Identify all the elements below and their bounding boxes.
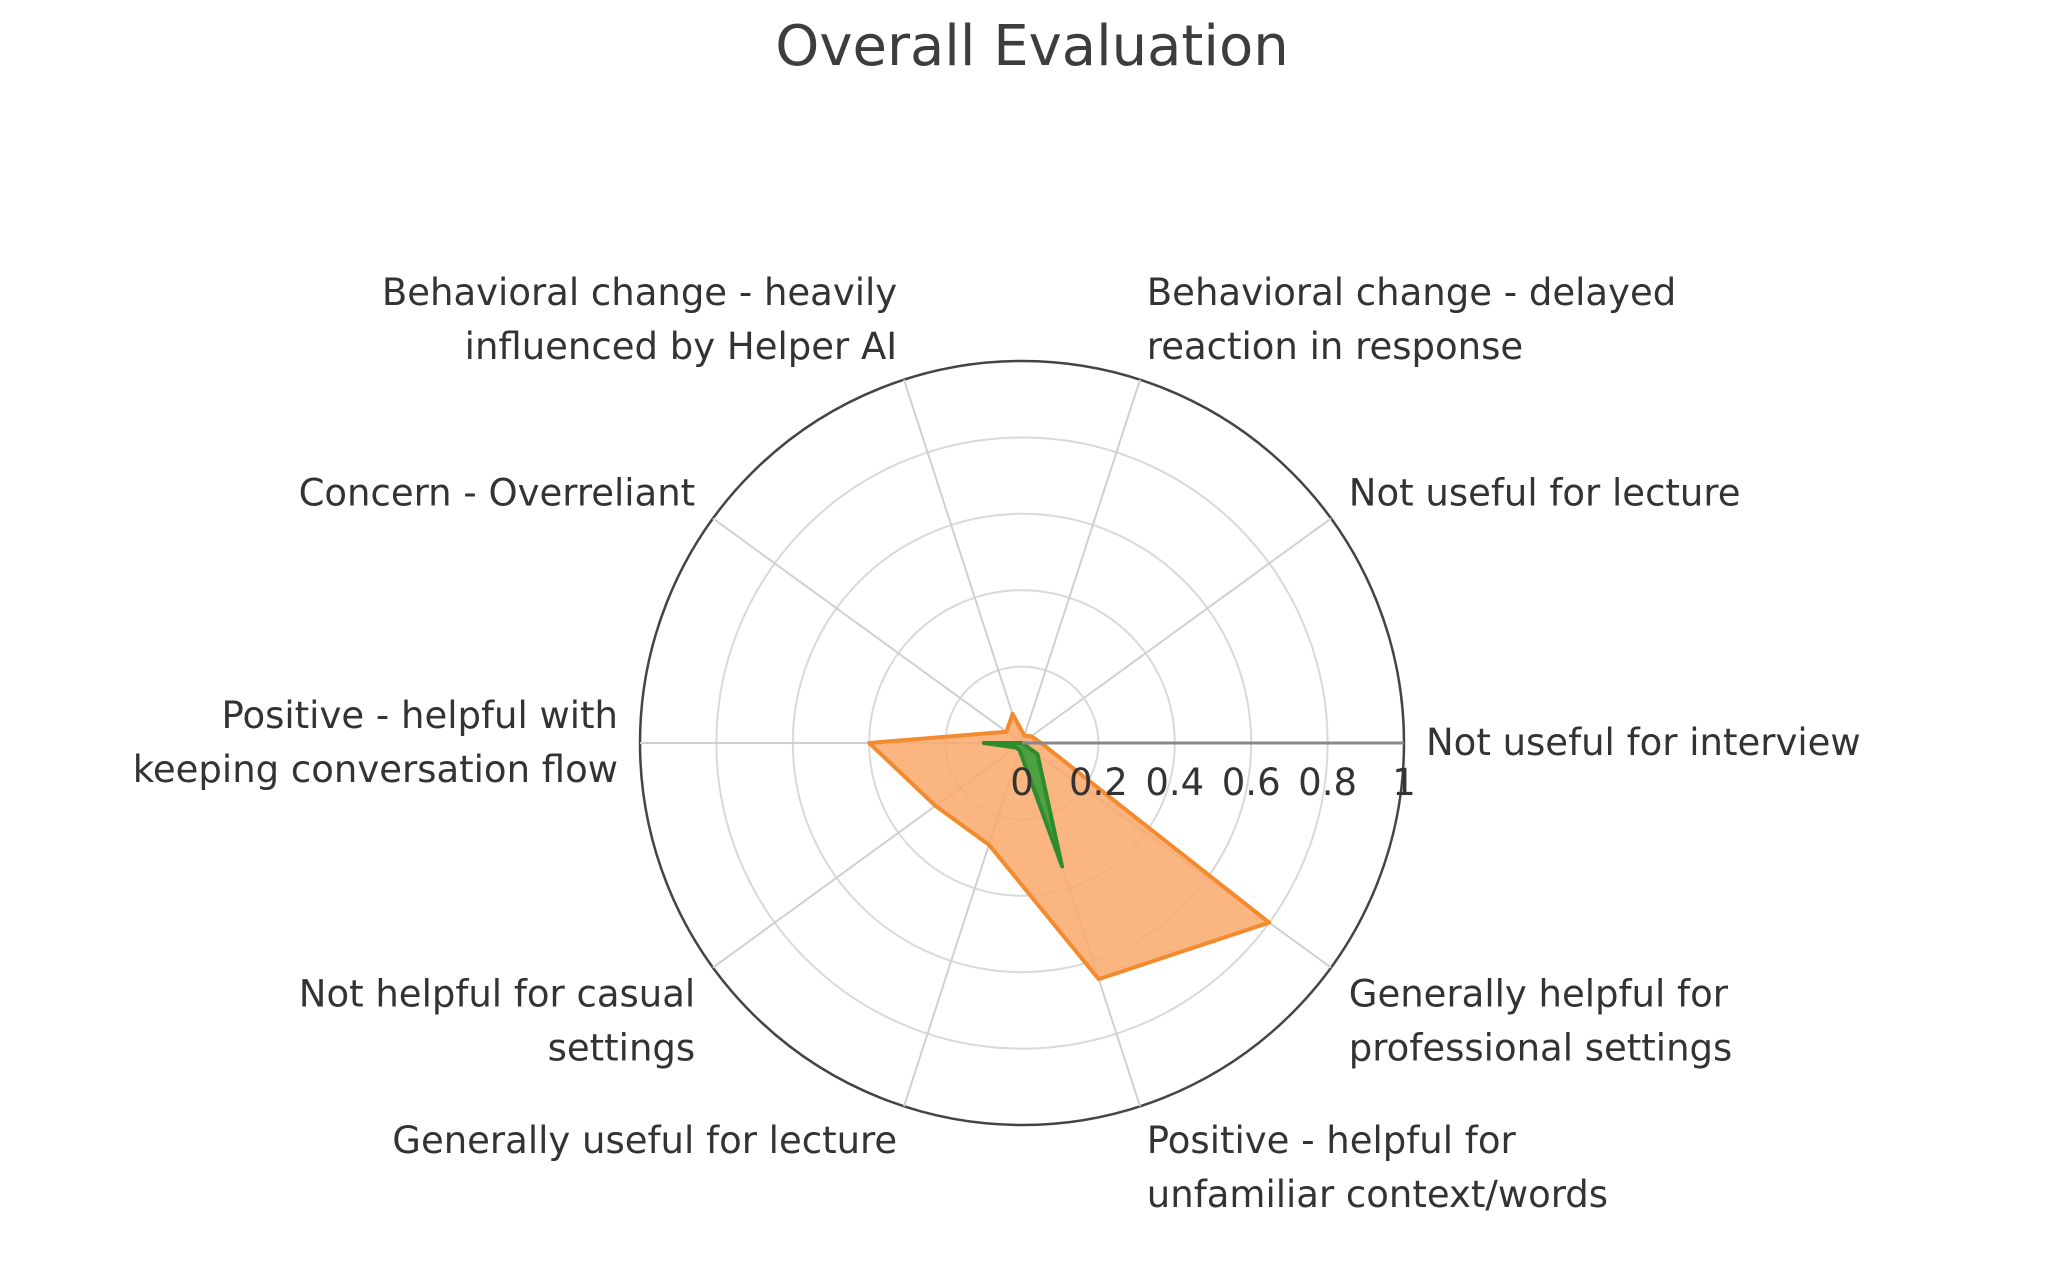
- axis-layer: 0 0.2 0.4 0.6 0.8 1: [1010, 741, 1416, 804]
- category-label-10: Generally helpful for professional settin…: [1349, 973, 1733, 1070]
- category-label-6: Positive - helpful with keeping conversat…: [133, 694, 618, 791]
- series-1-point-10: [1267, 921, 1271, 925]
- series-2-point-8: [1018, 748, 1022, 752]
- series-2-point-9: [1060, 865, 1064, 868]
- category-label-3-line-2: reaction in response: [1147, 325, 1523, 368]
- series-1-point-7: [934, 804, 937, 808]
- spoke-4: [903, 379, 1023, 744]
- category-label-1-line-1: Not useful for interview: [1426, 721, 1861, 764]
- category-label-1: Not useful for interview: [1426, 721, 1861, 764]
- radial-tick-label-6: 1: [1392, 761, 1416, 804]
- label-layer: Not useful for interview Not useful for l…: [133, 271, 1861, 1216]
- category-label-4-line-2: influenced by Helper AI: [465, 325, 898, 368]
- category-label-5: Concern - Overreliant: [299, 472, 696, 515]
- series-1-point-8: [987, 843, 991, 847]
- category-label-7-line-1: Not helpful for casual: [299, 973, 695, 1016]
- radial-tick-label-2: 0.2: [1069, 761, 1128, 804]
- category-label-10-line-2: professional settings: [1349, 1027, 1733, 1070]
- spoke-3: [1021, 379, 1141, 744]
- category-label-6-line-2: keeping conversation flow: [133, 748, 618, 791]
- series-1-point-3: [1022, 734, 1026, 738]
- series-2-point-7: [1014, 746, 1018, 749]
- category-label-4: Behavioral change - heavily influenced by…: [382, 271, 897, 368]
- series-1-point-5: [1005, 730, 1008, 734]
- category-label-3-line-1: Behavioral change - delayed: [1147, 271, 1676, 314]
- category-label-9: Positive - helpful for unfamiliar context…: [1147, 1119, 1608, 1216]
- category-label-3: Behavioral change - delayed reaction in r…: [1147, 271, 1676, 368]
- category-label-2: Not useful for lecture: [1349, 472, 1741, 515]
- spoke-2: [1021, 517, 1332, 744]
- category-label-2-line-1: Not useful for lecture: [1349, 472, 1741, 515]
- series-1-point-9: [1097, 977, 1101, 981]
- chart-title: Overall Evaluation: [775, 14, 1289, 79]
- series-1-point-4: [1011, 712, 1015, 716]
- series-1-point-6: [867, 741, 871, 745]
- category-label-7-line-2: settings: [548, 1027, 696, 1070]
- category-label-5-line-1: Concern - Overreliant: [299, 472, 696, 515]
- category-label-6-line-1: Positive - helpful with: [221, 694, 618, 737]
- category-label-8-line-1: Generally useful for lecture: [392, 1119, 897, 1162]
- series-layer: [867, 711, 1272, 982]
- series-1-point-2: [1029, 734, 1033, 738]
- radial-tick-label-5: 0.8: [1298, 761, 1357, 804]
- radial-tick-label-4: 0.6: [1222, 761, 1281, 804]
- radial-tick-label-3: 0.4: [1145, 761, 1204, 804]
- category-label-9-line-2: unfamiliar context/words: [1147, 1173, 1608, 1216]
- series-2-point-10: [1036, 752, 1039, 756]
- series-1-area: [867, 711, 1272, 982]
- category-label-9-line-1: Positive - helpful for: [1147, 1119, 1517, 1162]
- series-2-point-6: [982, 741, 986, 745]
- radial-tick-label-1: 0: [1010, 761, 1034, 804]
- category-label-10-line-1: Generally helpful for: [1349, 973, 1729, 1016]
- category-label-7: Not helpful for casual settings: [299, 973, 695, 1070]
- category-label-4-line-1: Behavioral change - heavily: [382, 271, 897, 314]
- spoke-5: [712, 517, 1023, 744]
- category-label-8: Generally useful for lecture: [392, 1119, 897, 1162]
